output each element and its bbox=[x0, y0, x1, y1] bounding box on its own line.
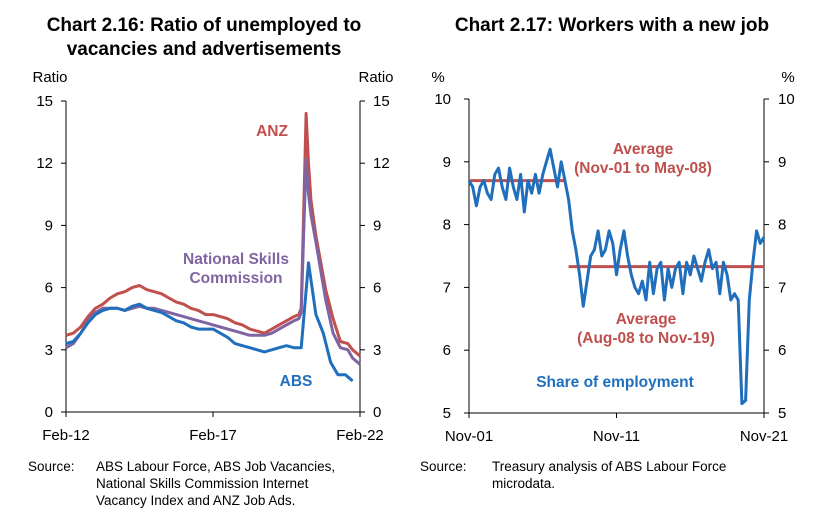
chart-panel-unemployed-ratio: Chart 2.16: Ratio of unemployed to vacan… bbox=[0, 14, 408, 509]
series-line bbox=[467, 147, 766, 406]
y-tick-label-left: 9 bbox=[443, 154, 451, 171]
y-tick-label-right: 9 bbox=[778, 154, 786, 171]
series-label-anz: ANZ bbox=[256, 123, 288, 140]
source-text: ABS Labour Force, ABS Job Vacancies, Nat… bbox=[96, 458, 335, 509]
x-tick-label: Feb-17 bbox=[189, 427, 237, 444]
y-tick-label-left: 15 bbox=[36, 93, 53, 110]
reference-label-average-2: Average (Aug-08 to Nov-19) bbox=[577, 311, 715, 347]
y-tick-label-left: 7 bbox=[443, 279, 451, 296]
y-tick-label-right: 5 bbox=[778, 405, 786, 422]
x-tick-label: Nov-11 bbox=[593, 428, 640, 445]
y-tick-label-left: 9 bbox=[45, 217, 53, 234]
y-tick-label-left: 6 bbox=[443, 342, 451, 359]
chart-title-line: Chart 2.17: Workers with a new job bbox=[454, 15, 770, 36]
source-label: Source: bbox=[28, 459, 75, 474]
y-tick-label-left: 3 bbox=[45, 342, 53, 359]
y-tick-label-right: 3 bbox=[373, 342, 381, 359]
line-chart-ratio: Ratio Ratio 0 0 3 3 6 6 9 9 12 12 15 15 Feb-12 Feb-17 Fe… bbox=[32, 69, 393, 444]
y-tick-label-left: 6 bbox=[45, 280, 53, 297]
source-line: Treasury analysis of ABS Labour Force bbox=[492, 459, 727, 474]
chart-panel-new-job: Chart 2.17: Workers with a new job %% 5 5 6… bbox=[408, 0, 816, 516]
chart-title: Chart 2.17: Workers with a new job bbox=[408, 14, 816, 38]
y-tick-label-left: 5 bbox=[443, 405, 451, 422]
series-label-share: Share of employment bbox=[536, 374, 694, 391]
y-axis-unit-right: % bbox=[781, 69, 794, 86]
y-tick-label-right: 7 bbox=[778, 279, 786, 296]
source-line: microdata. bbox=[492, 476, 556, 491]
y-tick-label-right: 6 bbox=[778, 342, 786, 359]
y-axis-unit-right: Ratio bbox=[358, 69, 393, 86]
chart-title-line: vacancies and advertisements bbox=[66, 39, 342, 60]
x-tick-label: Feb-12 bbox=[42, 427, 90, 444]
y-tick-label-left: 0 bbox=[45, 404, 53, 421]
x-tick-label: Nov-21 bbox=[740, 428, 788, 445]
series-label-nsc: National Skills Commission bbox=[183, 251, 289, 287]
x-tick-label: Feb-22 bbox=[336, 427, 384, 444]
y-tick-label-right: 15 bbox=[373, 93, 390, 110]
source-label: Source: bbox=[420, 459, 467, 474]
source-line: National Skills Commission Internet bbox=[96, 476, 309, 491]
series-label-abs: ABS bbox=[280, 373, 313, 390]
source-text: Treasury analysis of ABS Labour Force mi… bbox=[492, 458, 726, 492]
line-chart-new-job: % % 5 5 6 6 7 7 8 8 9 9 10 10 Nov-01 Nov-11 Nov-21 Averag… bbox=[431, 69, 795, 445]
chart-title-line: Chart 2.16: Ratio of unemployed to bbox=[46, 15, 362, 36]
x-tick-label: Nov-01 bbox=[445, 428, 493, 445]
series-line bbox=[65, 261, 354, 383]
reference-label-average-1: Average (Nov-01 to May-08) bbox=[574, 141, 712, 177]
y-axis-unit-left: Ratio bbox=[32, 69, 67, 86]
source-line: Vacancy Index and ANZ Job Ads. bbox=[96, 493, 296, 508]
y-tick-label-right: 6 bbox=[373, 280, 381, 297]
series-line bbox=[65, 111, 361, 358]
source-line: ABS Labour Force, ABS Job Vacancies, bbox=[96, 459, 336, 474]
y-tick-label-right: 0 bbox=[373, 404, 381, 421]
y-tick-label-right: 10 bbox=[778, 91, 795, 108]
y-tick-label-right: 9 bbox=[373, 217, 381, 234]
y-tick-label-right: 8 bbox=[778, 217, 786, 234]
y-tick-label-left: 12 bbox=[36, 155, 53, 172]
y-tick-label-right: 12 bbox=[373, 155, 390, 172]
y-axis-unit-left: % bbox=[431, 69, 444, 86]
y-tick-label-left: 8 bbox=[443, 217, 451, 234]
chart-title: Chart 2.16: Ratio of unemployed to vacan… bbox=[0, 14, 408, 62]
y-tick-label-left: 10 bbox=[434, 91, 451, 108]
